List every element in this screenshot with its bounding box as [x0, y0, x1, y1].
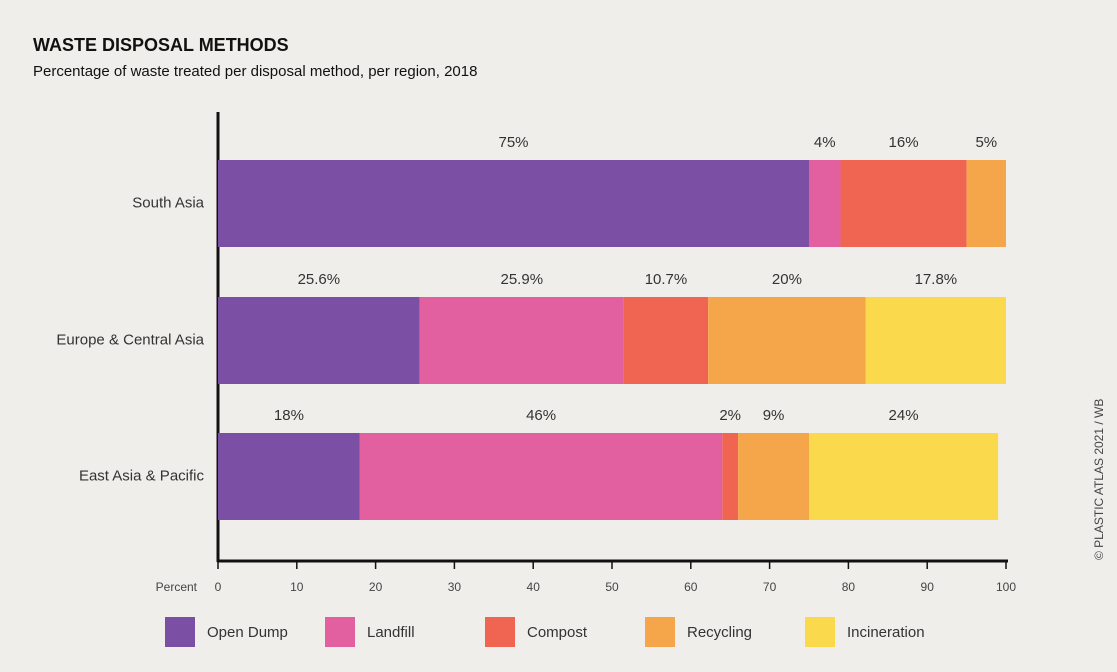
data-label: 46%	[526, 407, 556, 424]
bar-segment	[722, 433, 739, 520]
legend-label: Incineration	[847, 624, 925, 641]
legend-swatch	[325, 617, 355, 647]
x-tick-label: 20	[369, 580, 383, 594]
x-tick-label: 50	[605, 580, 619, 594]
legend-label: Landfill	[367, 624, 415, 641]
bar-segment	[809, 160, 841, 247]
y-tick-label: East Asia & Pacific	[79, 467, 205, 484]
y-tick-label: Europe & Central Asia	[56, 331, 204, 348]
legend-swatch	[805, 617, 835, 647]
y-tick-label: South Asia	[132, 194, 204, 211]
data-label: 17.8%	[915, 271, 958, 288]
data-label: 2%	[719, 407, 741, 424]
data-label: 9%	[763, 407, 785, 424]
x-tick-label: 10	[290, 580, 304, 594]
bar-segment	[809, 433, 999, 520]
data-label: 20%	[772, 271, 802, 288]
bar-segment	[218, 297, 420, 384]
chart-title: WASTE DISPOSAL METHODS	[33, 35, 289, 55]
data-label: 4%	[814, 134, 836, 151]
data-label: 18%	[274, 407, 304, 424]
data-label: 10.7%	[645, 271, 688, 288]
bar-segment	[218, 433, 360, 520]
x-tick-label: 40	[527, 580, 541, 594]
bar-segment	[419, 297, 624, 384]
legend-swatch	[165, 617, 195, 647]
data-label: 75%	[498, 134, 528, 151]
legend-label: Open Dump	[207, 624, 288, 641]
bar-segment	[865, 297, 1006, 384]
bar-segment	[966, 160, 1006, 247]
data-label: 25.9%	[501, 271, 544, 288]
legend-swatch	[645, 617, 675, 647]
bar-segment	[623, 297, 709, 384]
data-label: 25.6%	[298, 271, 341, 288]
bar-segment	[708, 297, 866, 384]
chart-subtitle: Percentage of waste treated per disposal…	[33, 63, 477, 80]
x-tick-label: 0	[215, 580, 222, 594]
bar-segment	[840, 160, 967, 247]
x-tick-label: 90	[921, 580, 935, 594]
bar-segment	[218, 160, 809, 247]
x-tick-label: 70	[763, 580, 777, 594]
data-label: 5%	[975, 134, 997, 151]
source: © PLASTIC ATLAS 2021 / WB	[1092, 399, 1106, 560]
x-tick-label: 80	[842, 580, 856, 594]
data-label: 24%	[889, 407, 919, 424]
legend-label: Compost	[527, 624, 588, 641]
legend-label: Recycling	[687, 624, 752, 641]
legend-swatch	[485, 617, 515, 647]
bar-segment	[359, 433, 723, 520]
bar-segment	[738, 433, 809, 520]
x-tick-label: 60	[684, 580, 698, 594]
x-tick-label: 30	[448, 580, 462, 594]
data-label: 16%	[889, 134, 919, 151]
x-tick-label: 100	[996, 580, 1016, 594]
x-axis-label: Percent	[156, 580, 198, 594]
